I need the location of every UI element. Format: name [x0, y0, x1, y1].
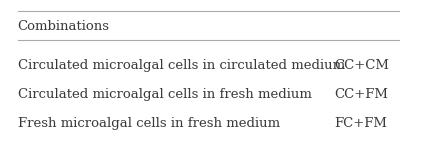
Text: CC+FM: CC+FM	[334, 88, 388, 101]
Text: CC+CM: CC+CM	[334, 59, 390, 72]
Text: Combinations: Combinations	[18, 20, 110, 33]
Text: Fresh microalgal cells in fresh medium: Fresh microalgal cells in fresh medium	[18, 117, 280, 130]
Text: FC+FM: FC+FM	[334, 117, 387, 130]
Text: Circulated microalgal cells in circulated medium: Circulated microalgal cells in circulate…	[18, 59, 345, 72]
Text: Circulated microalgal cells in fresh medium: Circulated microalgal cells in fresh med…	[18, 88, 311, 101]
